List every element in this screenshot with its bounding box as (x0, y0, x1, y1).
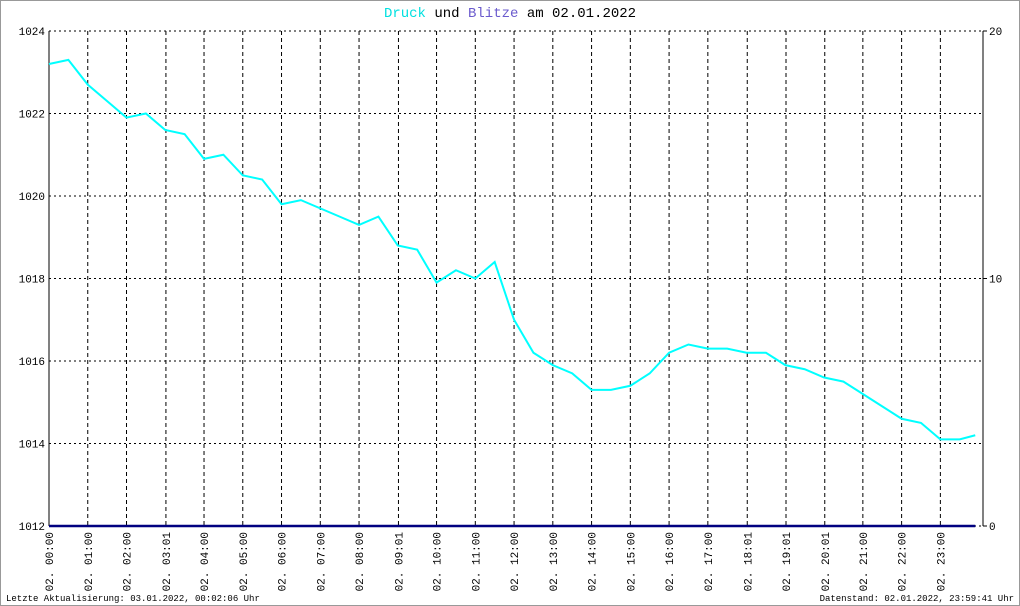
title-druck: Druck (384, 6, 426, 22)
y2-tick-label: 10 (989, 275, 1002, 287)
footer-left: Letzte Aktualisierung: 03.01.2022, 00:02… (6, 594, 260, 604)
x-tick-label: 02. 08:00 (355, 532, 367, 591)
x-tick-label: 02. 18:01 (743, 532, 755, 592)
y2-tick-label: 0 (989, 522, 996, 534)
x-tick-label: 02. 05:00 (239, 532, 251, 591)
x-tick-label: 02. 11:00 (471, 532, 483, 591)
x-tick-label: 02. 01:00 (84, 532, 96, 591)
x-tick-label: 02. 15:00 (626, 532, 638, 591)
x-tick-label: 02. 07:00 (316, 532, 328, 591)
series-line (48, 58, 976, 441)
chart-title: Druck und Blitze am 02.01.2022 (384, 6, 636, 22)
y-tick-label: 1022 (19, 110, 45, 122)
x-tick-label: 02. 21:00 (859, 532, 871, 591)
x-tick-label: 02. 09:01 (394, 532, 406, 592)
y2-tick-label: 20 (989, 27, 1002, 39)
x-tick-label: 02. 04:00 (200, 532, 212, 591)
x-tick-label: 02. 22:00 (898, 532, 910, 591)
x-tick-label: 02. 16:00 (665, 532, 677, 591)
footer-right: Datenstand: 02.01.2022, 23:59:41 Uhr (820, 594, 1014, 604)
x-tick-label: 02. 14:00 (588, 532, 600, 591)
title-und: und (434, 6, 459, 22)
title-blitze: Blitze (468, 6, 518, 22)
title-date: am 02.01.2022 (527, 6, 636, 22)
x-tick-label: 02. 12:00 (510, 532, 522, 591)
x-tick-label: 02. 00:00 (45, 532, 57, 591)
x-tick-label: 02. 06:00 (278, 532, 290, 591)
y-tick-label: 1024 (19, 27, 46, 39)
y-tick-label: 1018 (19, 275, 45, 287)
y-tick-label: 1014 (19, 440, 46, 452)
y-tick-label: 1012 (19, 522, 45, 534)
x-tick-label: 02. 20:01 (821, 532, 833, 592)
y-tick-label: 1016 (19, 357, 45, 369)
x-tick-label: 02. 17:00 (704, 532, 716, 591)
y-tick-label: 1020 (19, 192, 45, 204)
x-tick-label: 02. 13:00 (549, 532, 561, 591)
x-tick-label: 02. 10:00 (433, 532, 445, 591)
x-tick-label: 02. 02:00 (123, 532, 135, 591)
x-tick-label: 02. 19:01 (782, 532, 794, 592)
x-tick-label: 02. 03:01 (162, 532, 174, 592)
x-tick-label: 02. 23:00 (936, 532, 948, 591)
